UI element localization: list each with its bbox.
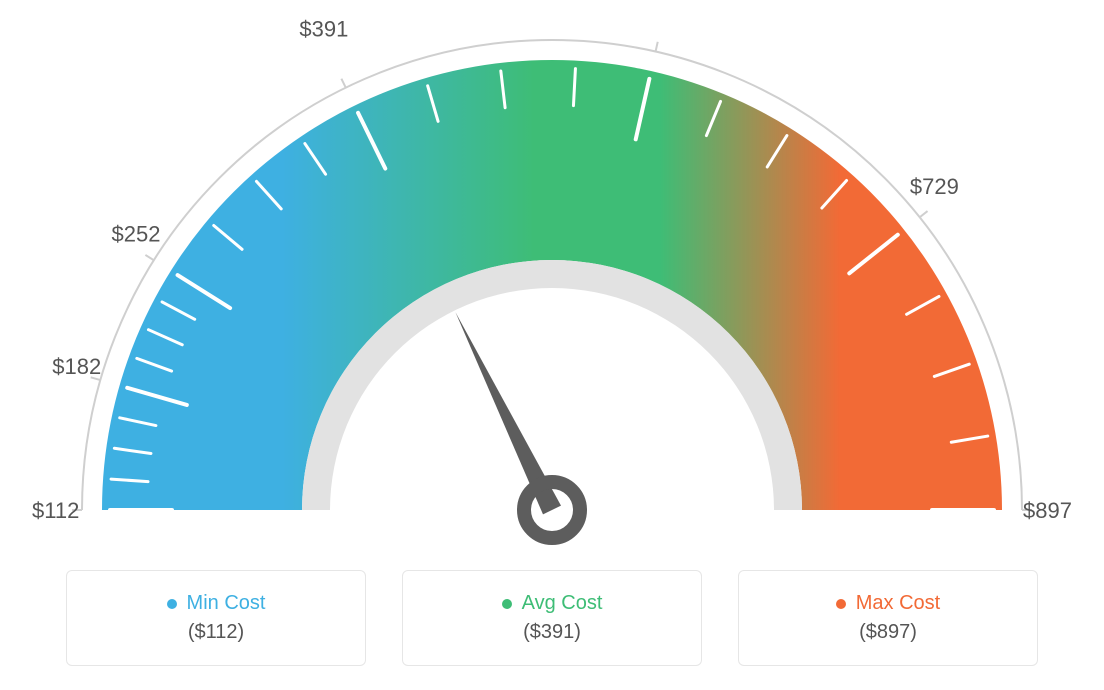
cost-gauge: $112 $182 $252 $391 $560 $729 $897 bbox=[0, 0, 1104, 560]
legend-max-dot-icon bbox=[836, 599, 846, 609]
svg-text:$391: $391 bbox=[299, 17, 348, 42]
legend-min-label: Min Cost bbox=[187, 592, 266, 615]
legend-avg-dot-icon bbox=[502, 599, 512, 609]
svg-text:$112: $112 bbox=[32, 498, 79, 523]
legend-row: Min Cost ($112) Avg Cost ($391) Max Cost… bbox=[0, 570, 1104, 666]
legend-min-value: ($112) bbox=[188, 621, 244, 644]
svg-text:$560: $560 bbox=[642, 0, 691, 2]
legend-max-value: ($897) bbox=[859, 621, 917, 644]
legend-avg-card: Avg Cost ($391) bbox=[402, 570, 702, 666]
legend-avg-label: Avg Cost bbox=[522, 592, 603, 615]
legend-min-dot-icon bbox=[167, 599, 177, 609]
svg-text:$897: $897 bbox=[1023, 498, 1072, 523]
legend-avg-value: ($391) bbox=[523, 621, 581, 644]
legend-max-label: Max Cost bbox=[856, 592, 940, 615]
legend-min-card: Min Cost ($112) bbox=[66, 570, 366, 666]
svg-text:$182: $182 bbox=[52, 354, 101, 379]
svg-text:$252: $252 bbox=[112, 222, 161, 247]
legend-max-card: Max Cost ($897) bbox=[738, 570, 1038, 666]
svg-text:$729: $729 bbox=[910, 174, 959, 199]
